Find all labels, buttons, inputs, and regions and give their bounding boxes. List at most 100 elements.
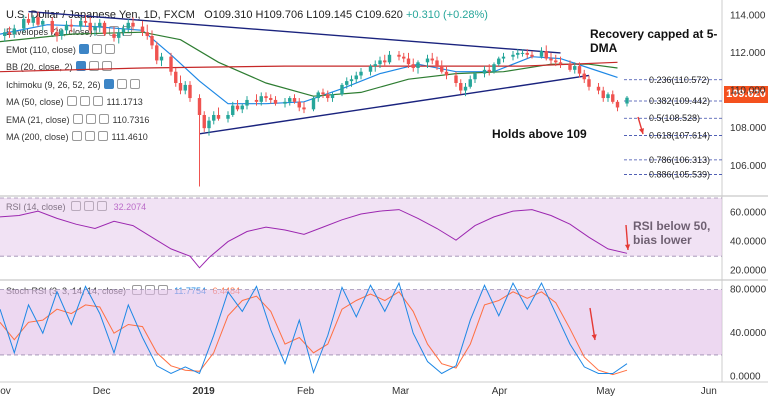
candle-body: [60, 30, 64, 36]
price-tick-label: 108.000: [730, 123, 767, 134]
settings-icon[interactable]: [91, 43, 102, 54]
settings-icon[interactable]: [88, 61, 99, 71]
indicator-value: 111.1713: [106, 97, 143, 107]
close-icon[interactable]: [129, 78, 140, 89]
indicator-value: 111.4610: [111, 132, 148, 142]
candle-body: [50, 20, 54, 33]
rsi-note: RSI below 50, bias lower: [633, 219, 711, 247]
stoch-tick-label: 80.0000: [730, 285, 767, 296]
candle-body: [549, 58, 553, 61]
fib-level-label: 0.236(110.572): [649, 75, 709, 85]
time-tick-label: Dec: [93, 386, 111, 397]
candle-body: [288, 98, 292, 102]
close-icon[interactable]: [104, 43, 115, 54]
settings-icon[interactable]: [84, 201, 95, 211]
candle-body: [93, 26, 97, 31]
moving-average-line: [0, 24, 618, 105]
indicator-legend-row[interactable]: EMA (21, close) 110.7316: [6, 113, 150, 125]
rsi-down-arrow-head: [624, 244, 631, 250]
stoch-band: [0, 289, 722, 355]
candle-body: [3, 32, 7, 36]
eye-icon[interactable]: [72, 113, 83, 124]
indicator-legend-row[interactable]: EMot (110, close): [6, 43, 115, 55]
rsi-band: [0, 198, 722, 257]
fib-level-label: 0.786(106.313): [649, 155, 710, 165]
fib-level-label: 0.382(109.442): [649, 96, 710, 106]
indicator-value: 110.7316: [112, 114, 150, 125]
eye-icon[interactable]: [71, 131, 82, 141]
time-tick-label: Apr: [492, 386, 508, 397]
indicator-label: Envelopes (20, close): [6, 27, 93, 37]
time-tick-label: Mar: [392, 386, 410, 397]
candle-body: [416, 62, 420, 68]
close-icon[interactable]: [101, 61, 112, 71]
candle-body: [283, 101, 287, 104]
indicator-legend-row[interactable]: Ichimoku (9, 26, 52, 26): [6, 78, 140, 90]
stoch-tick-label: 40.0000: [730, 328, 767, 339]
candle-body: [516, 52, 520, 55]
candle-body: [197, 98, 202, 115]
indicator-label: EMot (110, close): [6, 44, 76, 55]
close-icon[interactable]: [98, 113, 109, 124]
candle-body: [454, 75, 458, 84]
candle-body: [212, 114, 216, 121]
candle-body: [468, 79, 472, 87]
indicator-label: Ichimoku (9, 26, 52, 26): [6, 79, 101, 90]
candle-body: [330, 94, 335, 99]
settings-icon[interactable]: [84, 131, 95, 141]
trendline: [28, 10, 561, 54]
candle-body: [606, 94, 610, 99]
candle-body: [368, 66, 373, 72]
candle-body: [340, 84, 344, 95]
stoch-tick-label: 0.0000: [730, 372, 761, 383]
ohlc-readout: O109.310 H109.706 L109.145 C109.620: [204, 9, 403, 21]
candle-body: [183, 84, 187, 91]
stoch-d-line: [0, 291, 628, 376]
candle-body: [235, 105, 240, 110]
indicator-legend-row[interactable]: MA (50, close) 111.1713: [6, 96, 143, 107]
candle-body: [41, 20, 45, 25]
candle-body: [354, 75, 358, 80]
settings-icon[interactable]: [79, 96, 90, 106]
change-readout: +0.310 (+0.28%): [405, 9, 488, 21]
candle-body: [207, 120, 211, 129]
eye-icon[interactable]: [66, 96, 77, 106]
price-tick-label: 110.000: [730, 86, 766, 97]
close-icon[interactable]: [97, 201, 108, 211]
indicator-label: MA (200, close): [6, 132, 69, 142]
candle-body: [69, 24, 73, 27]
rsi-legend[interactable]: RSI (14, close) 32.2074: [6, 201, 146, 212]
moving-average-line: [0, 61, 618, 73]
fib-level-label: 0.618(107.614): [649, 130, 710, 140]
eye-icon[interactable]: [75, 61, 86, 71]
candle-body: [126, 22, 130, 29]
candle-body: [402, 56, 406, 59]
candle-body: [492, 64, 496, 72]
close-icon[interactable]: [97, 131, 108, 141]
candle-body: [568, 64, 572, 70]
indicator-legend-row[interactable]: MA (200, close) 111.4610: [6, 131, 148, 142]
candle-body: [444, 71, 449, 76]
candle-body: [102, 22, 107, 35]
candle-body: [245, 99, 249, 106]
eye-icon[interactable]: [103, 78, 114, 89]
eye-icon[interactable]: [71, 201, 82, 211]
candle-body: [55, 32, 59, 36]
settings-icon[interactable]: [85, 113, 96, 124]
candle-body: [79, 20, 83, 27]
close-icon[interactable]: [92, 96, 103, 106]
indicator-legend-row[interactable]: BB (20, close, 2): [6, 61, 112, 72]
candle-body: [435, 60, 439, 67]
candle-body: [411, 64, 415, 68]
candle-body: [131, 22, 135, 27]
candle-body: [292, 98, 297, 102]
candle-body: [430, 58, 434, 61]
candle-body: [174, 71, 178, 84]
eye-icon[interactable]: [78, 43, 89, 54]
candle-body: [121, 28, 126, 33]
candle-body: [497, 58, 501, 65]
candle-body: [240, 105, 244, 110]
settings-icon[interactable]: [116, 78, 127, 89]
candle-body: [316, 92, 320, 99]
